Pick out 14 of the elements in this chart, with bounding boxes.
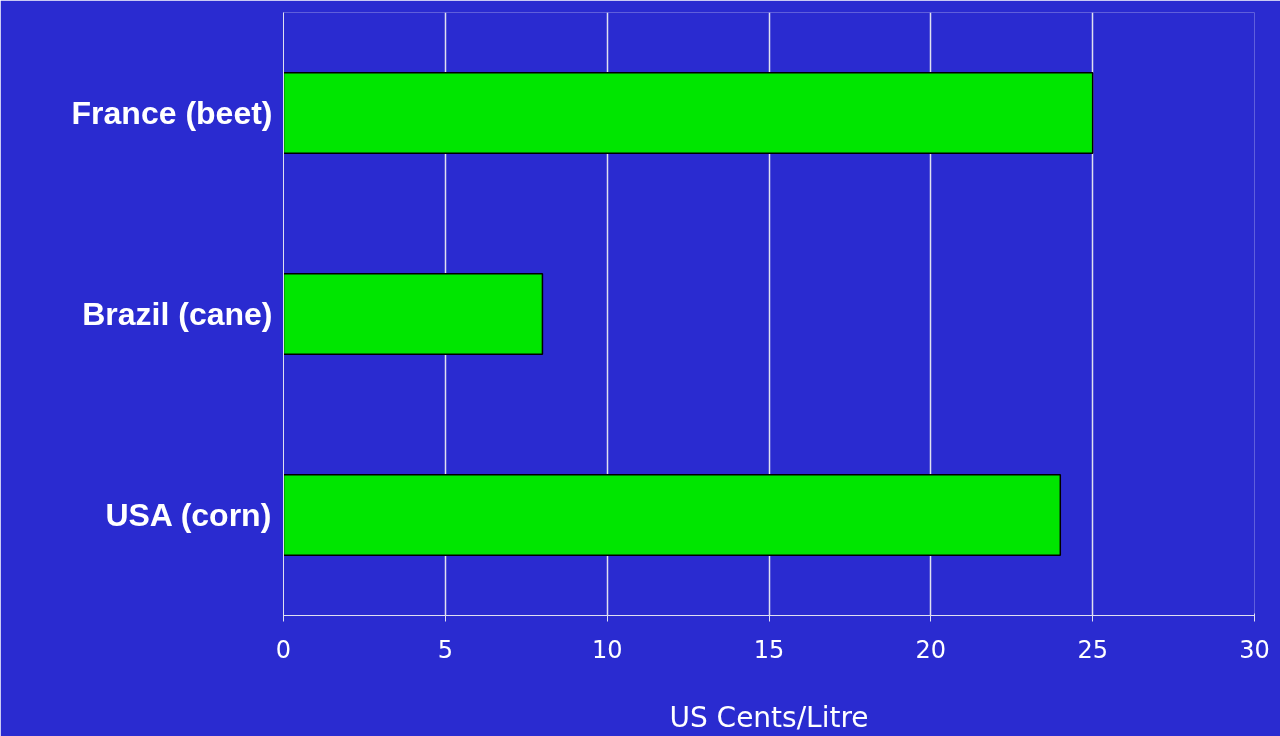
bar xyxy=(283,72,1094,154)
y-tick-label: Brazil (cane) xyxy=(82,296,273,332)
x-tick-label: 10 xyxy=(591,635,623,664)
x-tick-label: 5 xyxy=(437,635,453,664)
x-tick-label: 20 xyxy=(915,635,947,664)
x-tick-label: 25 xyxy=(1077,635,1108,664)
bar xyxy=(283,474,1062,556)
x-tick-label: 15 xyxy=(753,635,785,664)
x-tick-label: 30 xyxy=(1239,635,1270,664)
bar xyxy=(283,273,544,355)
x-axis-title: US Cents/Litre xyxy=(669,700,869,734)
y-tick-label: USA (corn) xyxy=(105,497,272,533)
x-tick-label: 0 xyxy=(275,635,292,664)
y-tick-label: France (beet) xyxy=(71,95,273,131)
